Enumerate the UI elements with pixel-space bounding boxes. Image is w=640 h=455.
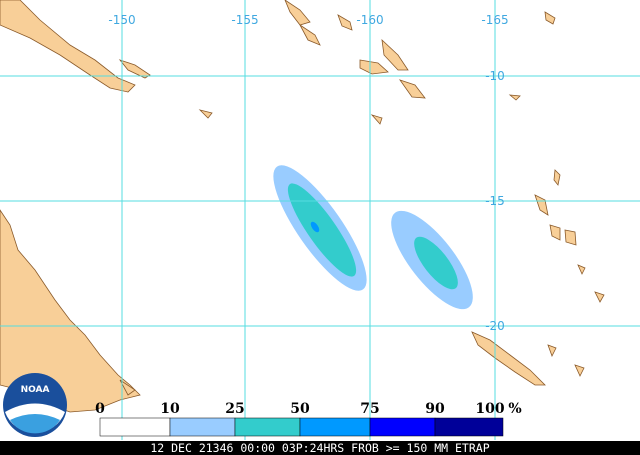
noaa-logo: NOAA [3,373,67,437]
lon-label: -150 [108,13,135,27]
lon-label: -160 [356,13,383,27]
precip-area [287,183,357,277]
legend-label: 10 [160,401,180,417]
legend-label: 50 [290,401,310,417]
legend-label: 0 [95,401,105,417]
legend-swatch [99,417,171,437]
footer-text: 12 DEC 21346 00:00 03P:24HRS FROB >= 150… [150,441,489,455]
precip-area [414,236,458,290]
lon-label: -165 [481,13,508,27]
legend-label: 75 [360,401,379,417]
legend-label: 100 [475,401,504,417]
legend-swatch [169,417,236,437]
precip-areas [273,165,473,310]
logo-text: NOAA [21,385,50,395]
footer-bar [0,441,640,455]
lon-label: -155 [231,13,258,27]
legend: 0 10 25 50 75 90 100% [95,401,522,437]
logo-wave [10,414,60,434]
lat-label: -10 [485,69,505,83]
legend-unit: % [508,401,521,417]
legend-label: 25 [225,401,244,417]
legend-swatch [234,417,301,437]
precip-area [310,221,320,233]
graticule [0,0,640,440]
lat-label: -15 [485,194,505,208]
legend-label: 90 [425,401,445,417]
legend-swatch [434,417,504,437]
legend-swatch [369,417,436,437]
lat-label: -20 [485,319,505,333]
land [0,0,605,413]
legend-swatch [299,417,371,437]
